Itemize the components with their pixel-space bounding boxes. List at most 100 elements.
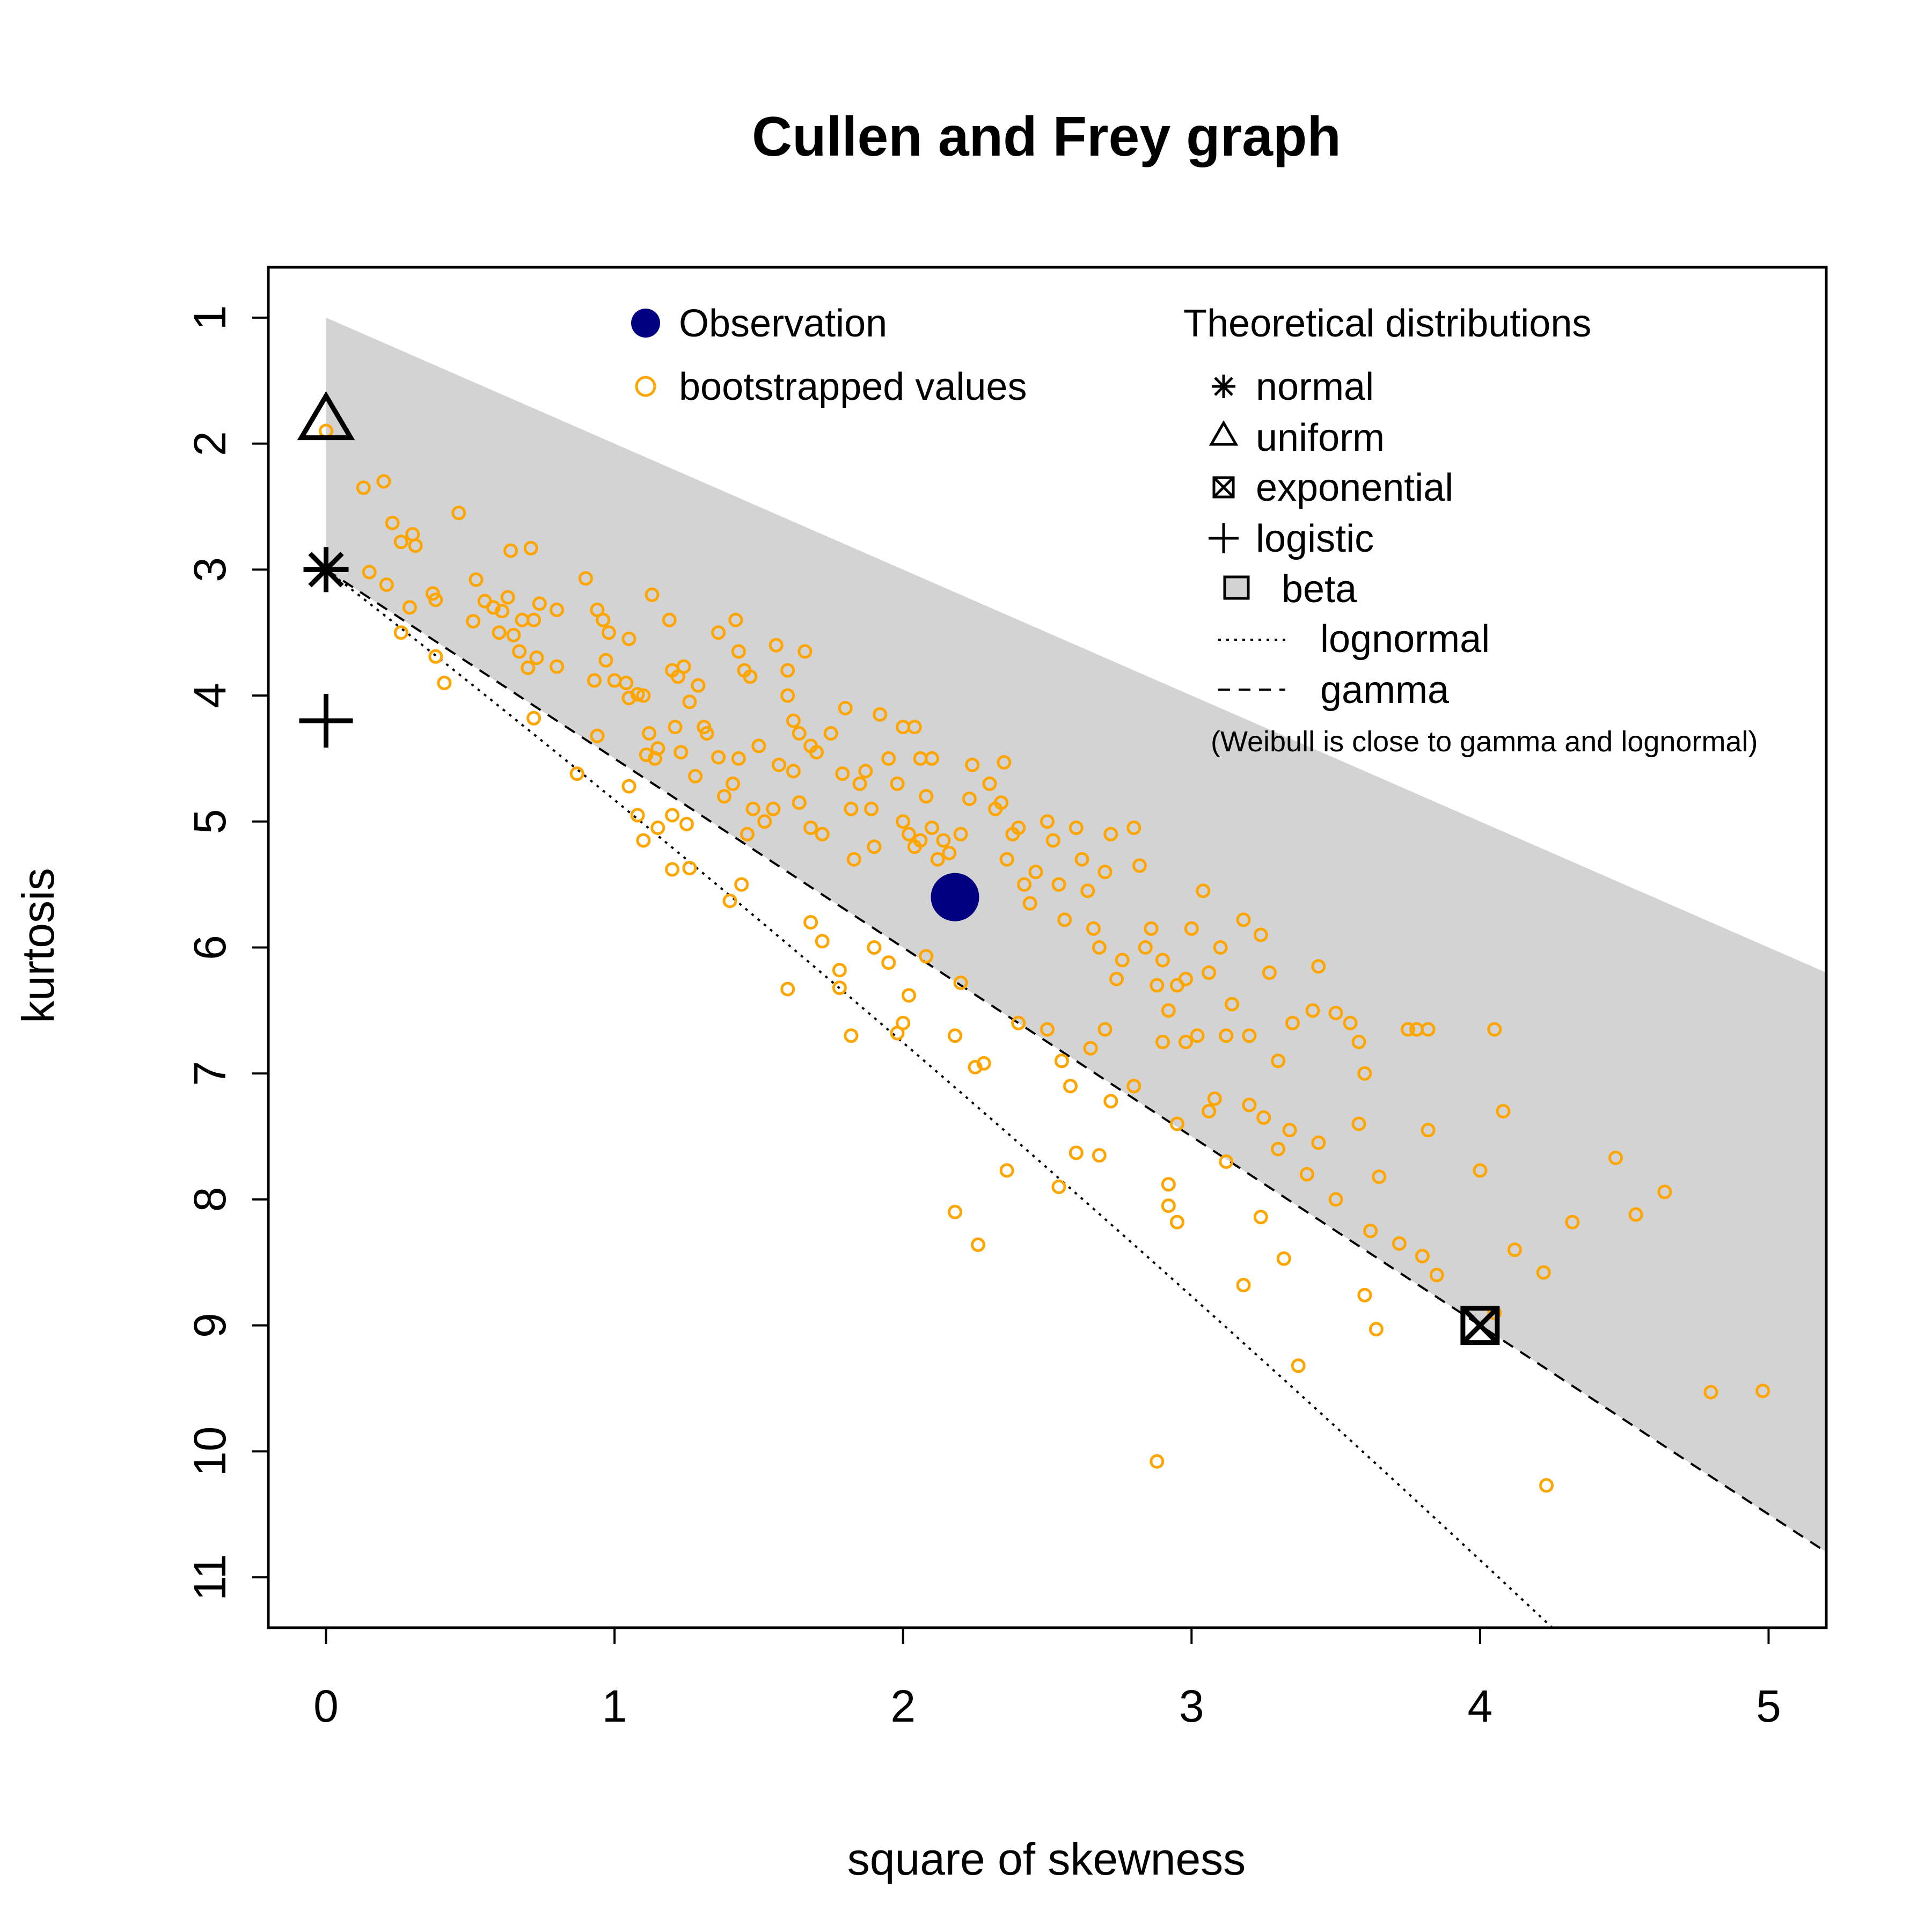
bootstrap-point: [1045, 833, 1060, 848]
legend-bootstrap-marker: [635, 376, 656, 397]
bootstrap-point: [688, 769, 703, 784]
bootstrap-point: [526, 711, 541, 726]
bootstrap-point: [1628, 1207, 1643, 1222]
bootstrap-point: [569, 766, 584, 781]
bootstrap-point: [379, 577, 394, 592]
bootstrap-point: [596, 612, 611, 627]
bootstrap-point: [1256, 1110, 1271, 1125]
bootstrap-point: [1040, 1022, 1055, 1037]
bootstrap-point: [786, 764, 801, 779]
bootstrap-point: [858, 764, 873, 779]
bootstrap-point: [1155, 953, 1170, 968]
bootstrap-point: [1126, 1079, 1141, 1094]
bootstrap-point: [965, 757, 980, 772]
bootstrap-point: [953, 826, 968, 841]
bootstrap-point: [503, 543, 518, 558]
bootstrap-point: [1161, 1177, 1176, 1192]
bootstrap-point: [619, 676, 634, 691]
y-axis-label: kurtosis: [13, 868, 63, 1023]
bootstrap-point: [1363, 1224, 1378, 1239]
bootstrap-point: [999, 852, 1014, 867]
bootstrap-point: [1069, 821, 1084, 835]
bootstrap-point: [1219, 1154, 1234, 1169]
bootstrap-point: [1311, 1135, 1326, 1150]
legend-uniform-label: uniform: [1256, 416, 1385, 459]
bootstrap-point: [598, 653, 613, 668]
bootstrap-point: [1271, 1053, 1286, 1069]
bootstrap-point: [1328, 1006, 1343, 1021]
bootstrap-point: [792, 726, 807, 741]
bootstrap-point: [521, 660, 536, 675]
bootstrap-point: [1242, 1097, 1257, 1113]
bootstrap-point: [1305, 1003, 1320, 1018]
bootstrap-point: [662, 612, 677, 627]
y-tick-label: 11: [185, 1554, 235, 1601]
y-tick-label: 4: [185, 683, 235, 708]
bootstrap-point: [835, 766, 850, 781]
bootstrap-point: [780, 982, 795, 997]
bootstrap-point: [1755, 1384, 1770, 1399]
x-tick-label: 4: [1468, 1681, 1493, 1731]
bootstrap-point: [896, 1015, 911, 1030]
y-tick-label: 3: [185, 557, 235, 582]
observation-point: [931, 873, 979, 921]
bootstrap-point: [636, 688, 651, 703]
bootstrap-point: [1299, 1167, 1314, 1182]
bootstrap-point: [844, 1028, 859, 1043]
bootstrap-point: [1276, 1251, 1291, 1266]
bootstrap-point: [1421, 1022, 1436, 1037]
bootstrap-point: [890, 776, 905, 791]
bootstrap-point: [679, 817, 694, 831]
y-tick-label: 10: [185, 1426, 235, 1476]
bootstrap-point: [1179, 971, 1193, 986]
bootstrap-point: [1092, 940, 1107, 955]
bootstrap-point: [500, 590, 515, 605]
logistic-point: [299, 694, 353, 748]
bootstrap-point: [797, 644, 813, 659]
legend-beta-label: beta: [1282, 568, 1357, 611]
bootstrap-point: [982, 776, 997, 791]
bootstrap-point: [1202, 965, 1217, 980]
bootstrap-point: [506, 627, 521, 642]
bootstrap-point: [1311, 959, 1326, 974]
bootstrap-point: [1054, 1053, 1069, 1069]
bootstrap-point: [630, 808, 645, 823]
bootstrap-point: [716, 789, 731, 804]
bootstrap-point: [1074, 852, 1089, 867]
bootstrap-point: [356, 480, 371, 495]
bootstrap-point: [1539, 1478, 1554, 1493]
bootstrap-point: [1184, 921, 1199, 936]
bootstrap-point: [1103, 826, 1118, 841]
bootstrap-point: [852, 776, 867, 791]
legend-observation: Observation bootstrapped values: [631, 302, 1027, 408]
bootstrap-point: [948, 1028, 962, 1043]
bootstrap-point: [550, 602, 565, 617]
bootstrap-point: [601, 625, 616, 640]
bootstrap-point: [393, 625, 408, 640]
bootstrap-point: [1703, 1385, 1718, 1400]
bootstrap-point: [999, 1163, 1014, 1178]
bootstrap-point: [751, 738, 766, 753]
exponential-point: [1460, 1306, 1500, 1345]
bootstrap-point: [385, 516, 400, 530]
normal-point: [303, 547, 349, 592]
bootstrap-point: [867, 940, 882, 955]
bootstrap-point: [1236, 1278, 1251, 1293]
bootstrap-point: [1401, 1022, 1415, 1037]
bootstrap-point: [1253, 1210, 1268, 1225]
bootstrap-point: [1415, 1249, 1430, 1264]
bootstrap-point: [1086, 921, 1101, 936]
bootstrap-point: [621, 779, 636, 794]
bootstrap-point: [971, 1237, 985, 1252]
legend-exponential-marker: [1212, 476, 1235, 499]
bootstrap-point: [942, 846, 957, 860]
bootstrap-point: [1291, 1358, 1306, 1373]
bootstrap-point: [803, 915, 818, 930]
bootstrap-point: [711, 750, 726, 765]
bootstrap-point: [1011, 821, 1026, 835]
bootstrap-point: [550, 659, 565, 674]
bootstrap-point: [832, 980, 847, 996]
bootstrap-point: [587, 673, 602, 688]
bootstrap-point: [757, 814, 772, 829]
